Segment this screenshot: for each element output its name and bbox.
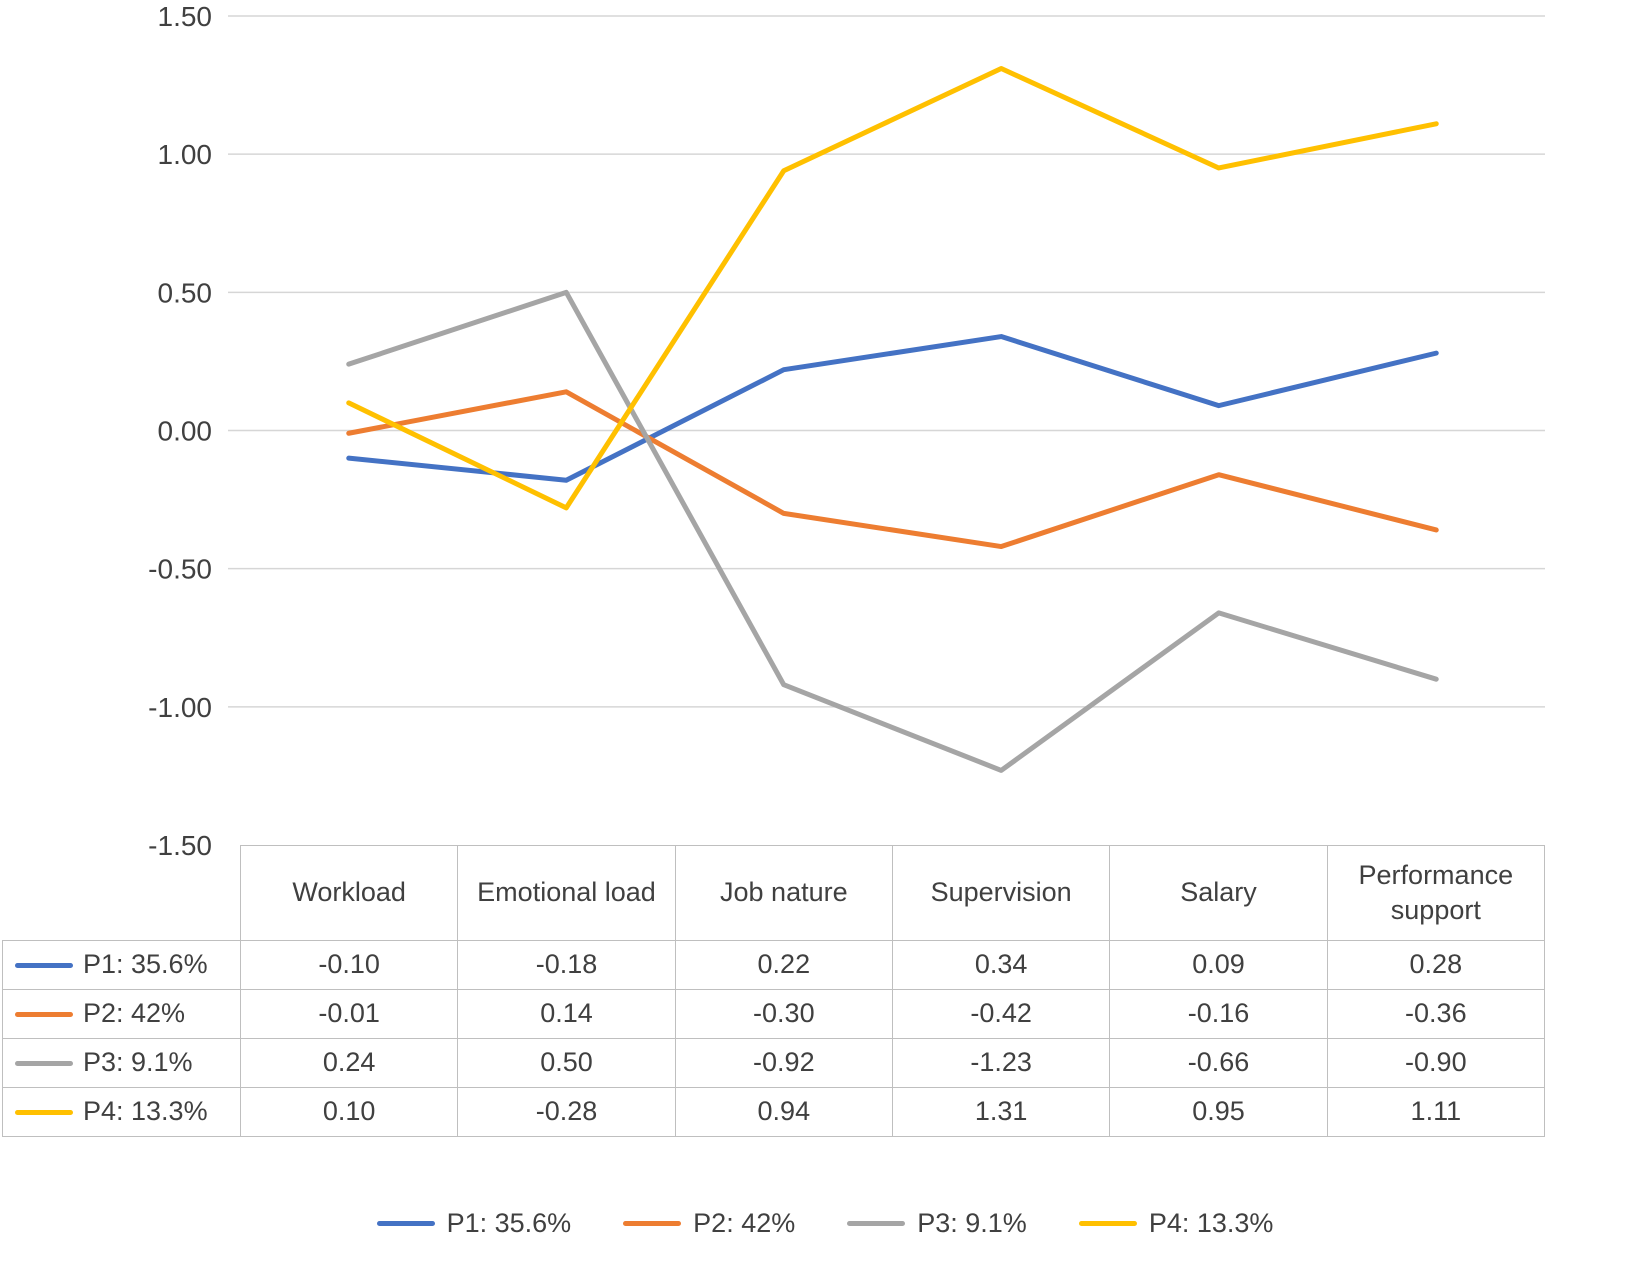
table-value-cell: 0.24 bbox=[239, 1038, 459, 1088]
y-axis-tick-label: -1.00 bbox=[148, 692, 212, 723]
legend-swatch-icon bbox=[15, 962, 73, 968]
table-value-cell: 0.22 bbox=[674, 940, 893, 990]
series-name: P3: 9.1% bbox=[83, 1047, 193, 1078]
y-axis-tick-label: 1.50 bbox=[158, 1, 213, 32]
data-table: Workload Emotional load Job nature Supervis… bbox=[2, 845, 1546, 1137]
y-axis-tick-label: -0.50 bbox=[148, 554, 212, 585]
table-value-cell: -0.18 bbox=[457, 940, 676, 990]
series-name: P2: 42% bbox=[83, 998, 186, 1029]
column-header: Workload bbox=[239, 845, 459, 941]
series-line-p4 bbox=[346, 66, 1439, 511]
table-value-cell: 0.09 bbox=[1109, 940, 1328, 990]
table-value-cell: 0.50 bbox=[457, 1038, 676, 1088]
table-value-cell: -1.23 bbox=[891, 1038, 1111, 1088]
series-line-p2 bbox=[346, 389, 1439, 550]
legend-swatch-icon bbox=[15, 1011, 73, 1017]
table-value-cell: -0.01 bbox=[239, 989, 459, 1039]
column-header: Salary bbox=[1109, 845, 1328, 941]
table-value-cell: 0.34 bbox=[891, 940, 1111, 990]
y-axis-tick-label: -1.50 bbox=[148, 830, 212, 861]
table-value-cell: -0.42 bbox=[891, 989, 1111, 1039]
table-value-cell: 0.28 bbox=[1326, 940, 1546, 990]
series-label-cell: P4: 13.3% bbox=[2, 1087, 241, 1137]
legend-item: P2: 42% bbox=[623, 1208, 795, 1239]
column-header: Supervision bbox=[891, 845, 1111, 941]
series-line-p1 bbox=[346, 334, 1439, 483]
table-value-cell: 0.10 bbox=[239, 1087, 459, 1137]
legend-swatch-icon bbox=[376, 1221, 435, 1226]
legend-label: P4: 13.3% bbox=[1148, 1208, 1274, 1238]
table-value-cell: 1.31 bbox=[891, 1087, 1111, 1137]
table-value-cell: -0.30 bbox=[674, 989, 893, 1039]
series-name: P4: 13.3% bbox=[83, 1096, 208, 1127]
table-value-cell: -0.66 bbox=[1109, 1038, 1328, 1088]
table-value-cell: 0.14 bbox=[457, 989, 676, 1039]
series-label-cell: P3: 9.1% bbox=[2, 1038, 241, 1088]
y-axis-tick-label: 0.00 bbox=[158, 416, 213, 447]
table-value-cell: -0.16 bbox=[1109, 989, 1328, 1039]
table-row: P3: 9.1% 0.24 0.50 -0.92 -1.23 -0.66 -0.90 bbox=[2, 1038, 1546, 1088]
column-header: Performance support bbox=[1326, 845, 1546, 941]
legend-item: P1: 35.6% bbox=[376, 1208, 572, 1239]
y-axis-tick-label: 1.00 bbox=[158, 139, 213, 170]
legend-swatch-icon bbox=[15, 1060, 73, 1066]
legend-swatch-icon bbox=[623, 1221, 682, 1226]
legend-item: P3: 9.1% bbox=[847, 1208, 1027, 1239]
table-value-cell: 0.95 bbox=[1109, 1087, 1328, 1137]
series-name: P1: 35.6% bbox=[83, 949, 208, 980]
column-header: Job nature bbox=[674, 845, 893, 941]
table-value-cell: -0.92 bbox=[674, 1038, 893, 1088]
column-header: Emotional load bbox=[457, 845, 676, 941]
table-value-cell: -0.36 bbox=[1326, 989, 1546, 1039]
table-row: P1: 35.6% -0.10 -0.18 0.22 0.34 0.09 0.28 bbox=[2, 940, 1546, 990]
legend-swatch-icon bbox=[15, 1109, 73, 1115]
legend-label: P1: 35.6% bbox=[446, 1208, 572, 1238]
legend-label: P3: 9.1% bbox=[917, 1208, 1027, 1238]
legend-swatch-icon bbox=[1078, 1221, 1137, 1226]
chart-legend: P1: 35.6% P2: 42% P3: 9.1% P4: 13.3% bbox=[0, 1208, 1650, 1239]
legend-label: P2: 42% bbox=[693, 1208, 796, 1238]
legend-swatch-icon bbox=[847, 1221, 906, 1226]
series-line-p3 bbox=[346, 289, 1439, 773]
y-axis-tick-label: 0.50 bbox=[158, 277, 213, 308]
table-corner-cell bbox=[3, 846, 241, 941]
table-value-cell: -0.28 bbox=[457, 1087, 676, 1137]
table-value-cell: 1.11 bbox=[1326, 1087, 1546, 1137]
table-row: P2: 42% -0.01 0.14 -0.30 -0.42 -0.16 -0.36 bbox=[2, 989, 1546, 1039]
table-value-cell: -0.90 bbox=[1326, 1038, 1546, 1088]
table-value-cell: 0.94 bbox=[674, 1087, 893, 1137]
series-label-cell: P1: 35.6% bbox=[2, 940, 241, 990]
legend-item: P4: 13.3% bbox=[1078, 1208, 1274, 1239]
series-label-cell: P2: 42% bbox=[2, 989, 241, 1039]
table-row: P4: 13.3% 0.10 -0.28 0.94 1.31 0.95 1.11 bbox=[2, 1087, 1546, 1137]
table-value-cell: -0.10 bbox=[239, 940, 459, 990]
